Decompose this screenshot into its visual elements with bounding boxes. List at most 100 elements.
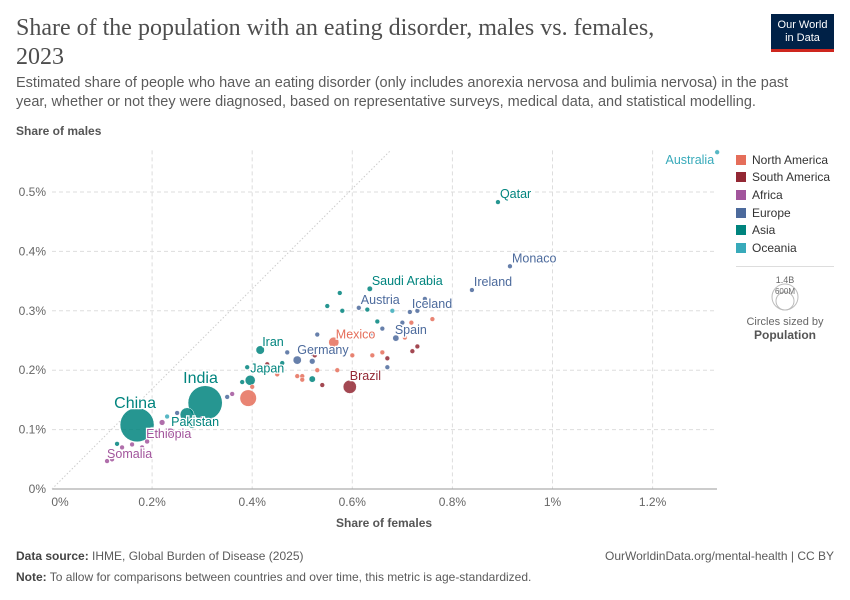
- x-tick-label: 0.2%: [138, 495, 166, 509]
- data-point: [144, 438, 150, 445]
- source-text: IHME, Global Burden of Disease (2025): [92, 549, 304, 563]
- data-point-brazil: [342, 379, 357, 394]
- point-label: Australia: [666, 153, 715, 167]
- note-text: To allow for comparisons between countri…: [49, 570, 532, 584]
- point-label: Ethiopia: [146, 427, 191, 441]
- data-point-monaco: [507, 263, 513, 269]
- legend-swatch: [736, 242, 746, 253]
- data-point: [279, 360, 285, 366]
- x-tick-label: 0.4%: [239, 495, 267, 509]
- data-point: [119, 444, 125, 451]
- data-point-austria: [356, 305, 362, 311]
- data-point-ethiopia: [164, 427, 176, 439]
- legend-swatch: [736, 225, 746, 236]
- data-point: [114, 441, 120, 447]
- legend-swatch: [736, 207, 746, 218]
- data-point: [369, 352, 375, 359]
- data-point: [229, 391, 235, 397]
- data-point: [299, 377, 305, 383]
- data-point: [399, 320, 406, 326]
- source-url-link[interactable]: OurWorldinData.org/mental-health | CC BY: [605, 549, 834, 563]
- point-label: Qatar: [500, 187, 531, 201]
- data-point: [174, 410, 180, 416]
- legend-item-africa[interactable]: Africa: [736, 186, 830, 204]
- data-point: [274, 371, 280, 378]
- data-point: [409, 348, 416, 354]
- data-point: [414, 343, 421, 350]
- size-circle-small: [775, 291, 795, 311]
- x-tick-label: 1%: [544, 495, 562, 509]
- data-point: [429, 316, 436, 322]
- data-point: [339, 308, 345, 314]
- data-point: [224, 394, 230, 400]
- data-point-germany: [292, 355, 302, 365]
- point-label: China: [114, 395, 156, 412]
- point-label: Somalia: [107, 447, 152, 461]
- point-label: Saudi Arabia: [372, 274, 443, 288]
- legend-label: North America: [752, 152, 829, 167]
- source-label: Data source:: [16, 549, 89, 563]
- point-label: India: [183, 370, 218, 387]
- data-point: [284, 349, 290, 356]
- x-tick-label: 1.2%: [639, 495, 667, 509]
- note-label: Note:: [16, 570, 47, 584]
- y-tick-label: 0%: [29, 482, 47, 496]
- region-legend: North America South America Africa Europ…: [736, 151, 830, 257]
- legend-item-south-america[interactable]: South America: [736, 169, 830, 187]
- point-label: Brazil: [350, 369, 381, 383]
- y-tick-label: 0.5%: [19, 185, 47, 199]
- y-tick-label: 0.2%: [19, 363, 47, 377]
- legend-item-oceania[interactable]: Oceania: [736, 239, 830, 257]
- data-point: [239, 389, 257, 407]
- legend-label: Europe: [752, 205, 791, 220]
- data-point-iceland: [407, 309, 413, 315]
- data-point-qatar: [495, 199, 501, 205]
- data-point: [188, 421, 196, 429]
- point-label: Austria: [361, 293, 400, 307]
- data-point: [389, 308, 395, 314]
- data-point: [199, 416, 205, 422]
- data-point: [264, 361, 270, 367]
- legend-swatch: [736, 172, 746, 183]
- y-axis-label: Share of males: [16, 124, 102, 138]
- data-point: [324, 303, 330, 309]
- legend-label: Asia: [752, 223, 776, 238]
- y-tick-label: 0.3%: [19, 304, 47, 318]
- point-label: Mexico: [336, 327, 376, 341]
- data-point: [334, 367, 340, 373]
- size-label-large: 1.4B: [776, 275, 795, 285]
- legend-label: South America: [752, 170, 831, 185]
- legend-label: Oceania: [752, 240, 797, 255]
- data-point-somalia: [104, 458, 110, 464]
- legend-item-asia[interactable]: Asia: [736, 221, 830, 239]
- size-label-small: 600M: [775, 287, 795, 296]
- legend-item-europe[interactable]: Europe: [736, 204, 830, 222]
- data-point-ireland: [469, 287, 475, 293]
- data-point-china: [119, 407, 155, 443]
- data-point: [249, 384, 255, 390]
- data-point: [308, 375, 316, 383]
- data-point: [384, 364, 390, 370]
- x-tick-label: 0%: [51, 495, 69, 509]
- data-point: [414, 308, 421, 314]
- size-legend: 1.4B 600M Circles sized by Population: [736, 266, 834, 342]
- chart-title: Share of the population with an eating d…: [16, 15, 655, 70]
- data-point: [239, 379, 245, 385]
- size-legend-variable: Population: [754, 328, 816, 342]
- point-label: Iran: [262, 335, 284, 349]
- owid-logo[interactable]: Our World in Data: [771, 14, 834, 52]
- data-point: [179, 420, 186, 427]
- y-tick-label: 0.1%: [19, 423, 47, 437]
- data-point: [153, 432, 161, 439]
- data-point: [312, 352, 318, 359]
- data-point-iran: [255, 345, 265, 355]
- data-point: [379, 325, 385, 332]
- point-label: Spain: [395, 323, 427, 337]
- data-source: Data source: IHME, Global Burden of Dise…: [16, 549, 303, 563]
- legend-item-north-america[interactable]: North America: [736, 151, 830, 169]
- point-label: Iceland: [412, 297, 452, 311]
- data-point: [149, 426, 155, 433]
- data-point: [379, 349, 385, 356]
- data-point: [139, 444, 145, 451]
